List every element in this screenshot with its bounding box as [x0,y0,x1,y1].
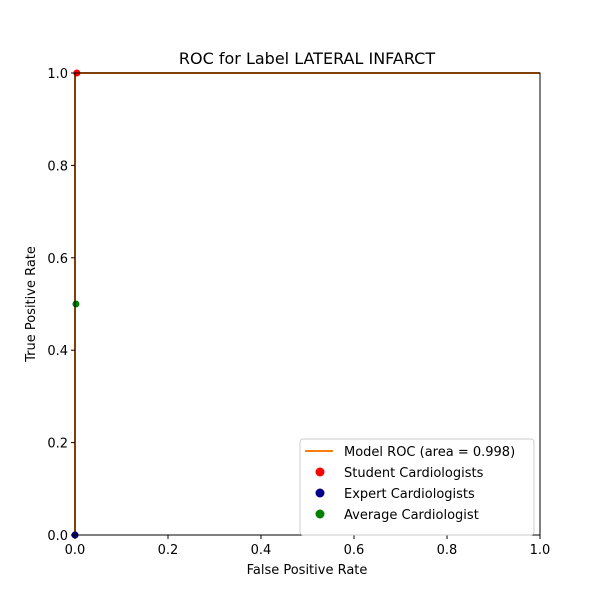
x-tick-label: 0.2 [158,543,179,558]
scatter-point-average-cardiologist [72,300,80,308]
x-axis-label: False Positive Rate [247,563,368,578]
legend-label: Student Cardiologists [344,466,484,481]
y-tick-label: 0.0 [47,529,68,544]
x-tick-label: 0.4 [251,543,272,558]
legend-marker-swatch [315,488,325,498]
chart-title: ROC for Label LATERAL INFARCT [179,49,435,68]
legend-marker-swatch [315,509,325,519]
y-axis-label: True Positive Rate [24,246,39,363]
x-tick-label: 0.6 [344,543,365,558]
legend-label: Expert Cardiologists [344,487,475,502]
x-tick-label: 0.8 [437,543,458,558]
y-tick-label: 0.2 [47,437,68,452]
legend-marker-swatch [315,467,325,477]
x-tick-label: 0.0 [65,543,86,558]
legend-box [299,438,535,536]
y-tick-label: 0.4 [47,344,68,359]
legend-label: Model ROC (area = 0.998) [344,445,515,460]
legend-label: Average Cardiologist [344,508,479,523]
x-axis-ticks: 0.0 0.2 0.4 0.6 0.8 1.0 [65,535,551,558]
y-tick-label: 0.6 [47,252,68,267]
x-tick-label: 1.0 [530,543,551,558]
y-axis-ticks: 0.0 0.2 0.4 0.6 0.8 1.0 [47,67,75,544]
legend: Model ROC (area = 0.998) Student Cardiolo… [299,438,535,536]
y-tick-label: 0.8 [47,159,68,174]
y-tick-label: 1.0 [47,67,68,82]
